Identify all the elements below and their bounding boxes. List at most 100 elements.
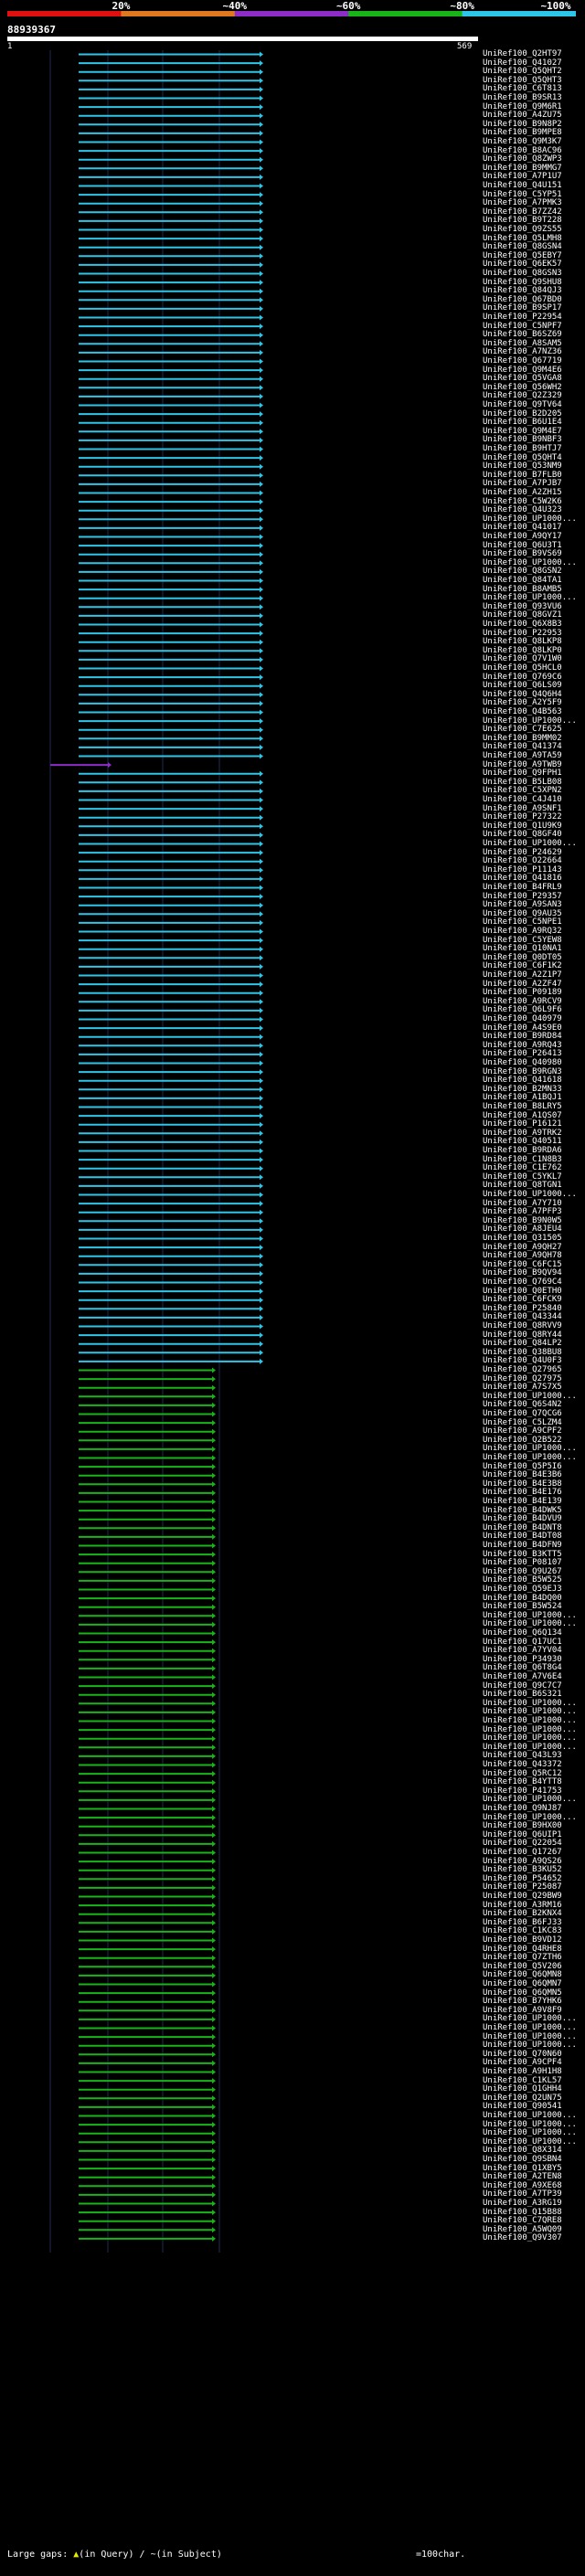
- hit-label[interactable]: UniRef100_UP1000...: [483, 1812, 577, 1822]
- hit-label[interactable]: UniRef100_A9SNF1: [483, 803, 562, 813]
- hit-label[interactable]: UniRef100_A9H1H8: [483, 2067, 562, 2076]
- hit-label[interactable]: UniRef100_Q6QMN7: [483, 1979, 562, 1988]
- hit-label[interactable]: UniRef100_Q7V1W0: [483, 654, 562, 664]
- hit-label[interactable]: UniRef100_B6S321: [483, 1690, 562, 1700]
- hit-label[interactable]: UniRef100_Q9M3K7: [483, 137, 562, 146]
- hit-label[interactable]: UniRef100_Q67BD0: [483, 294, 562, 304]
- hit-label[interactable]: UniRef100_P41753: [483, 1786, 562, 1796]
- hit-label[interactable]: UniRef100_Q8GF40: [483, 830, 562, 840]
- hit-label[interactable]: UniRef100_A1BQJ1: [483, 1093, 562, 1103]
- hit-label[interactable]: UniRef100_B7ZZ42: [483, 207, 562, 217]
- hit-label[interactable]: UniRef100_P27322: [483, 812, 562, 822]
- hit-label[interactable]: UniRef100_Q9C7C7: [483, 1680, 562, 1691]
- hit-label[interactable]: UniRef100_A7Y710: [483, 1198, 562, 1208]
- hit-label[interactable]: UniRef100_Q6S4N2: [483, 1400, 562, 1410]
- hit-label[interactable]: UniRef100_B8AC96: [483, 145, 562, 155]
- hit-label[interactable]: UniRef100_B4E3B8: [483, 1479, 562, 1489]
- hit-label[interactable]: UniRef100_B9MPE8: [483, 128, 562, 138]
- hit-label[interactable]: UniRef100_B4YTT8: [483, 1777, 562, 1787]
- hit-label[interactable]: UniRef100_Q53NM9: [483, 461, 562, 472]
- hit-label[interactable]: UniRef100_A7YV04: [483, 1646, 562, 1656]
- hit-label[interactable]: UniRef100_A7PMK3: [483, 198, 562, 208]
- hit-label[interactable]: UniRef100_B5W525: [483, 1575, 562, 1585]
- hit-label[interactable]: UniRef100_Q9ZS55: [483, 225, 562, 234]
- hit-label[interactable]: UniRef100_Q6LS09: [483, 681, 562, 691]
- hit-label[interactable]: UniRef100_Q41816: [483, 874, 562, 884]
- hit-label[interactable]: UniRef100_Q41374: [483, 742, 562, 752]
- hit-label[interactable]: UniRef100_P54652: [483, 1873, 562, 1883]
- hit-label[interactable]: UniRef100_Q6QMN8: [483, 1970, 562, 1980]
- hit-label[interactable]: UniRef100_A7PJB7: [483, 479, 562, 489]
- hit-label[interactable]: UniRef100_Q8GSN4: [483, 242, 562, 252]
- hit-label[interactable]: UniRef100_A8SAM5: [483, 338, 562, 348]
- hit-label[interactable]: UniRef100_A7P1U7: [483, 172, 562, 182]
- hit-label[interactable]: UniRef100_Q7QCG6: [483, 1409, 562, 1418]
- hit-label[interactable]: UniRef100_B9MMG7: [483, 163, 562, 173]
- hit-label[interactable]: UniRef100_A4S9E0: [483, 1023, 562, 1033]
- hit-label[interactable]: UniRef100_A2Y5F9: [483, 698, 562, 708]
- hit-label[interactable]: UniRef100_UP1000...: [483, 839, 577, 848]
- hit-label[interactable]: UniRef100_B9NBF3: [483, 435, 562, 445]
- hit-label[interactable]: UniRef100_C6T813: [483, 84, 562, 94]
- hit-label[interactable]: UniRef100_B9N8P2: [483, 119, 562, 129]
- hit-label[interactable]: UniRef100_Q4U323: [483, 505, 562, 515]
- hit-label[interactable]: UniRef100_B5LB08: [483, 777, 562, 787]
- hit-label[interactable]: UniRef100_B9HTJ7: [483, 444, 562, 453]
- hit-label[interactable]: UniRef100_UP1000...: [483, 1733, 577, 1744]
- hit-label[interactable]: UniRef100_C7QRE8: [483, 2216, 562, 2226]
- hit-label[interactable]: UniRef100_UP1000...: [483, 1391, 577, 1401]
- hit-label[interactable]: UniRef100_B7YHK6: [483, 1997, 562, 2007]
- hit-label[interactable]: UniRef100_A7PFP3: [483, 1207, 562, 1217]
- hit-label[interactable]: UniRef100_B9N0W5: [483, 1215, 562, 1225]
- hit-label[interactable]: UniRef100_B2KNX4: [483, 1909, 562, 1919]
- hit-label[interactable]: UniRef100_Q56WH2: [483, 382, 562, 392]
- hit-label[interactable]: UniRef100_UP1000...: [483, 2023, 577, 2032]
- hit-label[interactable]: UniRef100_Q6QMN5: [483, 1988, 562, 1998]
- hit-label[interactable]: UniRef100_Q59EJ3: [483, 1585, 562, 1594]
- hit-label[interactable]: UniRef100_Q8GSN3: [483, 269, 562, 278]
- hit-label[interactable]: UniRef100_UP1000...: [483, 2014, 577, 2024]
- hit-label[interactable]: UniRef100_Q41027: [483, 58, 562, 68]
- hit-label[interactable]: UniRef100_Q4U151: [483, 181, 562, 190]
- hit-label[interactable]: UniRef100_UP1000...: [483, 2119, 577, 2129]
- hit-label[interactable]: UniRef100_UP1000...: [483, 593, 577, 603]
- hit-label[interactable]: UniRef100_Q8RVV9: [483, 1321, 562, 1330]
- hit-label[interactable]: UniRef100_P09189: [483, 988, 562, 998]
- hit-label[interactable]: UniRef100_Q5VGA8: [483, 374, 562, 384]
- hit-label[interactable]: UniRef100_Q6U3T1: [483, 540, 562, 550]
- hit-label[interactable]: UniRef100_UP1000...: [483, 1444, 577, 1454]
- hit-label[interactable]: UniRef100_B9RGN3: [483, 1066, 562, 1076]
- hit-label[interactable]: UniRef100_Q5RC12: [483, 1768, 562, 1778]
- hit-label[interactable]: UniRef100_Q84LP2: [483, 1339, 562, 1349]
- hit-label[interactable]: UniRef100_Q5V206: [483, 1961, 562, 1971]
- hit-label[interactable]: UniRef100_B9VD12: [483, 1935, 562, 1945]
- hit-label[interactable]: UniRef100_B4DNT8: [483, 1522, 562, 1532]
- hit-label[interactable]: UniRef100_Q4B563: [483, 707, 562, 716]
- hit-label[interactable]: UniRef100_A9RQ32: [483, 927, 562, 936]
- hit-label[interactable]: UniRef100_Q40980: [483, 1058, 562, 1067]
- hit-label[interactable]: UniRef100_Q2Z329: [483, 391, 562, 401]
- hit-label[interactable]: UniRef100_A9RCV9: [483, 996, 562, 1006]
- hit-label[interactable]: UniRef100_B5W524: [483, 1602, 562, 1612]
- hit-label[interactable]: UniRef100_B2D205: [483, 408, 562, 419]
- hit-label[interactable]: UniRef100_Q1XBY5: [483, 2163, 562, 2173]
- hit-label[interactable]: UniRef100_Q6L9F6: [483, 1005, 562, 1015]
- hit-label[interactable]: UniRef100_Q9FPH1: [483, 769, 562, 779]
- hit-label[interactable]: UniRef100_C6F1K2: [483, 961, 562, 971]
- hit-label[interactable]: UniRef100_B4DVU9: [483, 1514, 562, 1524]
- hit-label[interactable]: UniRef100_Q5QHT3: [483, 75, 562, 85]
- hit-label[interactable]: UniRef100_B4E3B6: [483, 1470, 562, 1480]
- hit-label[interactable]: UniRef100_UP1000...: [483, 1742, 577, 1752]
- hit-label[interactable]: UniRef100_A9QH78: [483, 1251, 562, 1261]
- hit-label[interactable]: UniRef100_Q6EK57: [483, 260, 562, 270]
- hit-label[interactable]: UniRef100_B9VS69: [483, 549, 562, 559]
- hit-label[interactable]: UniRef100_Q31505: [483, 1234, 562, 1243]
- hit-label[interactable]: UniRef100_P24629: [483, 847, 562, 857]
- hit-label[interactable]: UniRef100_Q2UN75: [483, 2093, 562, 2103]
- hit-label[interactable]: UniRef100_Q6X8B3: [483, 620, 562, 629]
- hit-label[interactable]: UniRef100_B9RD84: [483, 1032, 562, 1042]
- hit-label[interactable]: UniRef100_B4E176: [483, 1488, 562, 1498]
- hit-label[interactable]: UniRef100_P26413: [483, 1049, 562, 1059]
- hit-label[interactable]: UniRef100_P34930: [483, 1654, 562, 1664]
- hit-label[interactable]: UniRef100_B4DQ00: [483, 1593, 562, 1603]
